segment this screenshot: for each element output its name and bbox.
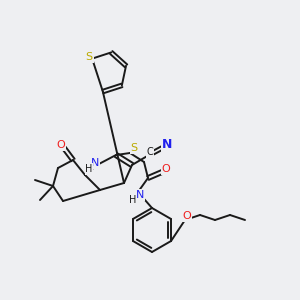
- Text: S: S: [130, 143, 138, 153]
- Text: S: S: [85, 52, 93, 61]
- Text: O: O: [183, 211, 191, 221]
- Text: O: O: [162, 164, 170, 174]
- Text: N: N: [91, 158, 99, 168]
- Text: N: N: [136, 190, 144, 200]
- Text: C: C: [147, 147, 153, 157]
- Text: H: H: [129, 195, 137, 205]
- Text: H: H: [85, 164, 93, 174]
- Text: N: N: [162, 139, 172, 152]
- Text: O: O: [57, 140, 65, 150]
